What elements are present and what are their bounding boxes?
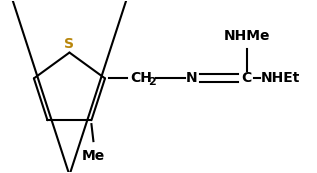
Text: 2: 2 [148, 77, 156, 87]
Text: N: N [186, 71, 197, 85]
Text: CH: CH [131, 71, 152, 85]
Text: S: S [64, 37, 74, 51]
Text: NHMe: NHMe [223, 29, 270, 43]
Text: NHEt: NHEt [260, 71, 300, 85]
Text: Me: Me [82, 149, 105, 163]
Text: C: C [242, 71, 252, 85]
